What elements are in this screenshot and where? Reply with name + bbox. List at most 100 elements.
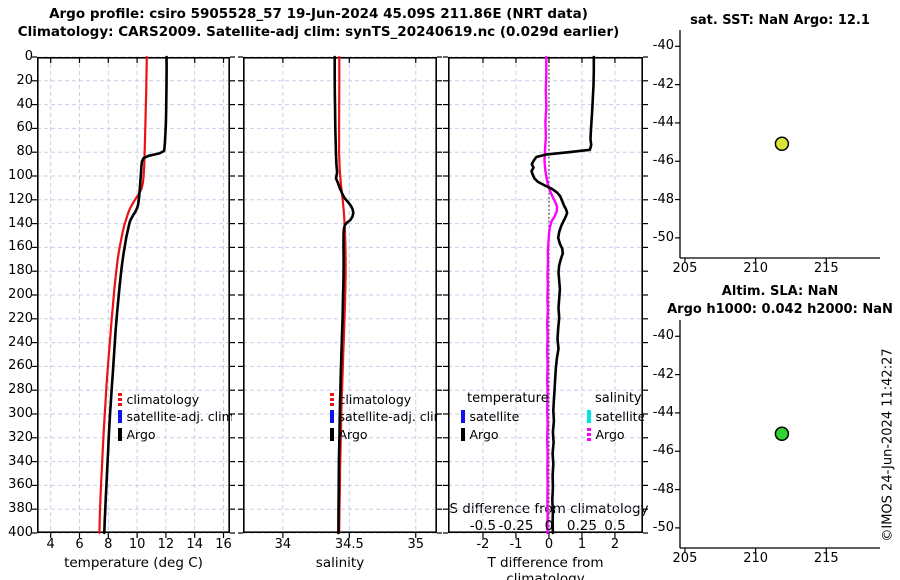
figure-title-line2: Climatology: CARS2009. Satellite-adj cli…: [17, 24, 620, 40]
map-lon-tick-label: 210: [743, 551, 769, 566]
x-tick-label: 6: [75, 537, 84, 552]
legend-line-sample: [330, 392, 334, 406]
map-lat-tick-label: -50: [652, 229, 674, 245]
depth-tick-label: 120: [8, 191, 33, 207]
legend-entry-label: Argo: [595, 426, 625, 442]
map-lon-tick-label: 205: [672, 261, 698, 276]
x-tick-label: 1: [577, 537, 587, 552]
map-sst-plot: [675, 30, 880, 263]
map-lon-tick-label: 205: [672, 551, 698, 566]
depth-tick-label: 140: [8, 215, 33, 231]
x-tick-label: 10: [128, 537, 146, 552]
map-lon-tick-label: 210: [743, 261, 769, 276]
map-lat-tick-label: -44: [652, 114, 674, 130]
depth-tick-label: 380: [8, 501, 33, 517]
depth-tick-label: 260: [8, 358, 33, 374]
climatology-line: [337, 55, 347, 535]
legend-entry-label: climatology: [126, 391, 200, 407]
legend-line-sample: [330, 410, 334, 423]
map-sla-title-line1: Altim. SLA: NaN: [721, 284, 839, 299]
depth-tick-label: 340: [8, 453, 33, 469]
map-lat-tick-label: -42: [652, 76, 674, 92]
t-difference-axis-label: T difference from climatology: [487, 555, 604, 580]
depth-tick-label: 160: [8, 239, 33, 255]
legend-entry-label: satellite: [469, 409, 520, 424]
x-tick-label: 0: [544, 537, 554, 552]
legend-entry-label: satellite-adj. clim: [126, 409, 233, 424]
legend-group-header: temperature: [467, 391, 549, 406]
map-lat-tick-label: -42: [652, 366, 674, 382]
Argo-line: [333, 55, 355, 535]
T-diff-Argo-line: [530, 55, 596, 535]
argo-position-marker: [774, 136, 790, 152]
map-lat-tick-label: -44: [652, 404, 674, 420]
depth-tick-label: 20: [16, 72, 33, 88]
x-tick-label: 12: [157, 537, 175, 552]
x-tick-label: 4: [46, 537, 55, 552]
depth-tick-label: 220: [8, 310, 33, 326]
depth-tick-label: 300: [8, 406, 33, 421]
salinity-profile-plot: [238, 55, 442, 538]
map-lat-tick-label: -46: [652, 153, 674, 169]
s-difference-tick-label: 0.25: [566, 518, 597, 534]
legend-entry-label: Argo: [126, 426, 156, 442]
legend-entry: climatology: [330, 391, 438, 407]
depth-tick-label: 0: [24, 49, 33, 64]
map-lat-tick-label: -46: [652, 443, 674, 459]
legend-entry: satellite-adj. clim: [330, 409, 438, 425]
difference-profile-plot: [443, 55, 648, 538]
legend-line-sample: [461, 427, 465, 441]
argo-position-marker: [774, 426, 790, 442]
x-tick-label: 16: [215, 537, 232, 552]
x-tick-label: 34: [274, 537, 292, 552]
depth-tick-label: 400: [8, 525, 33, 540]
legend-entry: Argo: [330, 426, 438, 442]
legend-line-sample: [330, 427, 334, 441]
climatology-line: [98, 55, 148, 535]
x-tick-label: -2: [476, 537, 490, 552]
depth-tick-label: 80: [16, 144, 33, 160]
imos-copyright-stamp: ©IMOS 24-Jun-2024 11:42:27: [880, 348, 896, 542]
legend-entry-label: Argo: [469, 426, 499, 442]
map-lat-tick-label: -48: [652, 191, 674, 207]
x-tick-label: 8: [104, 537, 113, 552]
map-lat-tick-label: -40: [652, 38, 674, 54]
map-sst-title: sat. SST: NaN Argo: 12.1: [690, 13, 870, 28]
depth-tick-label: 200: [8, 287, 33, 302]
s-difference-tick-label: 0: [544, 518, 554, 534]
legend-entry: Argo: [118, 426, 232, 442]
legend-entry-label: climatology: [338, 391, 412, 407]
legend-entry: satellite: [461, 409, 551, 425]
legend-line-sample: [461, 410, 465, 423]
S-diff-Argo-line: [543, 55, 559, 535]
figure-title-line1: Argo profile: csiro 5905528_57 19-Jun-20…: [49, 6, 588, 22]
depth-tick-label: 40: [16, 96, 33, 112]
salinity-axis-label: salinity: [315, 555, 365, 571]
x-tick-label: 34.5: [334, 537, 364, 552]
depth-tick-label: 320: [8, 429, 33, 445]
map-lat-tick-label: -40: [652, 328, 674, 344]
s-difference-tick-label: -0.5: [469, 518, 497, 534]
s-difference-tick-label: 0.5: [604, 518, 626, 534]
x-tick-label: 2: [610, 537, 620, 552]
legend-line-sample: [587, 410, 591, 423]
depth-tick-label: 280: [8, 382, 33, 398]
legend-line-sample: [118, 392, 122, 406]
map-lat-tick-label: -48: [652, 481, 674, 497]
legend-entry: Argo: [461, 426, 551, 442]
x-tick-label: 35: [407, 537, 425, 552]
x-tick-label: -1: [509, 537, 523, 552]
s-difference-tick-label: -0.25: [498, 518, 534, 534]
legend-entry-label: Argo: [338, 426, 368, 442]
Argo-line: [103, 55, 168, 535]
x-tick-label: 14: [186, 537, 203, 552]
map-lon-tick-label: 215: [813, 551, 839, 566]
map-sla-plot: [675, 320, 880, 553]
legend-line-sample: [587, 427, 591, 441]
legend-line-sample: [118, 427, 122, 441]
legend-entry: climatology: [118, 391, 232, 407]
temperature-profile-plot: [32, 55, 235, 538]
depth-tick-label: 180: [8, 263, 33, 279]
map-sla-title-line2: Argo h1000: 0.042 h2000: NaN: [667, 302, 893, 317]
